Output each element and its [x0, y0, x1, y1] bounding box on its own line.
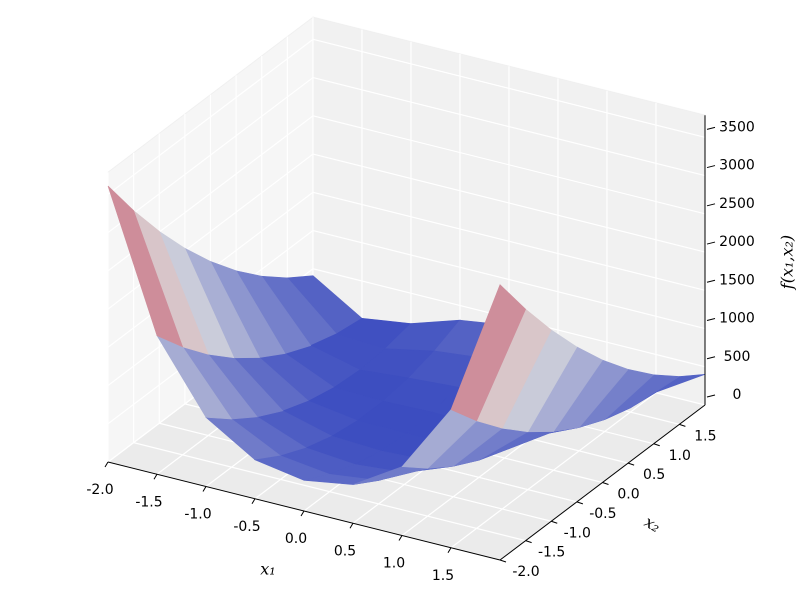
y-tick-label: 0.5 [643, 467, 665, 483]
z-axis-label: f(x₁,x₂) [778, 235, 797, 290]
y-tick [576, 501, 584, 505]
z-tick [706, 126, 716, 130]
x-tick-label: -1.0 [184, 507, 211, 523]
x-tick-label: 0.5 [334, 543, 356, 559]
x-tick-label: -2.0 [86, 482, 113, 498]
x-tick [300, 510, 305, 517]
surface [107, 185, 706, 485]
axes: -2.0-1.5-1.0-0.50.00.51.01.5 -2.0-1.5-1.0… [86, 115, 755, 584]
y-axis-label: x₂ [641, 512, 664, 536]
z-tick-label: 1500 [719, 272, 755, 288]
y-tick [551, 520, 558, 524]
y-tick-label: -1.0 [564, 525, 591, 541]
z-tick-label: 3000 [719, 158, 755, 174]
x-tick [447, 547, 452, 554]
z-tick [706, 394, 716, 398]
x-tick-label: -0.5 [233, 519, 260, 535]
grid-line [133, 442, 526, 542]
y-tick [602, 482, 609, 485]
y-tick [499, 559, 507, 563]
grid-line [107, 38, 314, 195]
x-tick-label: 0.0 [285, 531, 307, 547]
x-tick [349, 522, 354, 529]
z-tick [706, 241, 716, 245]
y-tick-label: -2.0 [512, 564, 539, 580]
y-tick-label: -1.5 [538, 545, 565, 561]
y-axis-line [499, 404, 706, 561]
z-tick [706, 165, 716, 169]
z-tick [706, 356, 716, 360]
x-tick [153, 473, 158, 480]
y-tick-label: 0.0 [617, 487, 639, 503]
x-tick [251, 498, 256, 505]
y-tick-label: 1.5 [694, 428, 716, 444]
z-tick [706, 279, 716, 283]
x-tick-label: 1.0 [383, 556, 405, 572]
z-tick-label: 0 [733, 387, 742, 403]
z-tick-label: 3500 [719, 119, 755, 135]
z-tick-label: 2500 [719, 196, 755, 212]
z-tick [706, 203, 716, 207]
x-axis-line [107, 461, 501, 561]
z-tick-label: 500 [724, 349, 751, 365]
grid-line [312, 191, 706, 291]
grid-line [312, 153, 706, 253]
x-tick [202, 486, 207, 492]
grid-line [312, 76, 706, 177]
grid-line [107, 77, 314, 234]
x-tick [398, 535, 403, 541]
y-tick [627, 462, 635, 466]
z-tick-label: 1000 [719, 311, 755, 327]
x-axis-label: x₁ [260, 560, 275, 579]
grid-line [312, 229, 706, 330]
grid-line [312, 115, 706, 215]
x-tick-label: -1.5 [135, 494, 162, 510]
y-tick [679, 423, 686, 427]
x-tick [104, 461, 109, 468]
grid-line [312, 38, 706, 138]
y-tick [525, 540, 532, 544]
z-tick [706, 318, 716, 322]
z-tick-label: 2000 [719, 234, 755, 250]
y-tick-label: -0.5 [589, 506, 616, 522]
y-tick [653, 443, 660, 447]
surface-patch [107, 185, 184, 348]
y-tick-label: 1.0 [669, 448, 691, 464]
surface-patch [450, 284, 526, 422]
x-tick-label: 1.5 [432, 568, 454, 584]
